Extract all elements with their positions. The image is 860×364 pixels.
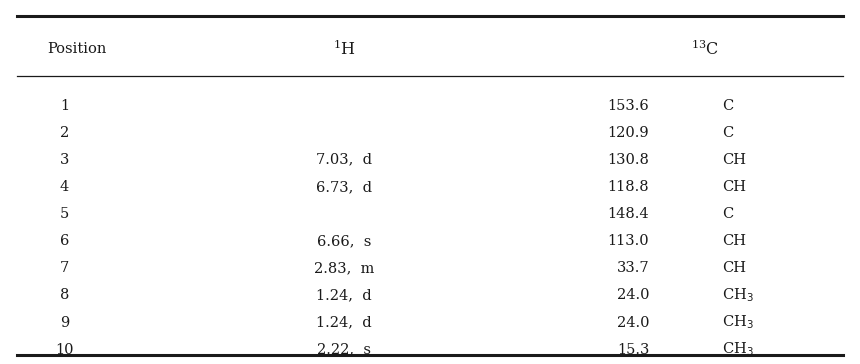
- Text: $\mathregular{^{13}}$C: $\mathregular{^{13}}$C: [691, 39, 719, 59]
- Text: CH$_3$: CH$_3$: [722, 341, 754, 359]
- Text: 15.3: 15.3: [617, 343, 649, 357]
- Text: CH: CH: [722, 261, 746, 275]
- Text: 130.8: 130.8: [607, 153, 649, 167]
- Text: CH$_3$: CH$_3$: [722, 286, 754, 304]
- Text: 24.0: 24.0: [617, 288, 649, 302]
- Text: 153.6: 153.6: [607, 99, 649, 112]
- Text: 5: 5: [60, 207, 69, 221]
- Text: 6: 6: [60, 234, 69, 248]
- Text: $\mathregular{^{1}}$H: $\mathregular{^{1}}$H: [333, 39, 355, 59]
- Text: 7: 7: [60, 261, 69, 275]
- Text: CH: CH: [722, 234, 746, 248]
- Text: 1: 1: [60, 99, 69, 112]
- Text: C: C: [722, 207, 734, 221]
- Text: C: C: [722, 126, 734, 140]
- Text: 120.9: 120.9: [608, 126, 649, 140]
- Text: 1.24,  d: 1.24, d: [316, 288, 372, 302]
- Text: 7.03,  d: 7.03, d: [316, 153, 372, 167]
- Text: 4: 4: [60, 180, 69, 194]
- Text: 9: 9: [60, 316, 69, 329]
- Text: 148.4: 148.4: [608, 207, 649, 221]
- Text: 3: 3: [60, 153, 69, 167]
- Text: 118.8: 118.8: [608, 180, 649, 194]
- Text: CH: CH: [722, 153, 746, 167]
- Text: 33.7: 33.7: [617, 261, 649, 275]
- Text: 1.24,  d: 1.24, d: [316, 316, 372, 329]
- Text: 6.66,  s: 6.66, s: [316, 234, 372, 248]
- Text: 10: 10: [55, 343, 74, 357]
- Text: CH$_3$: CH$_3$: [722, 314, 754, 331]
- Text: 113.0: 113.0: [608, 234, 649, 248]
- Text: CH: CH: [722, 180, 746, 194]
- Text: 2.83,  m: 2.83, m: [314, 261, 374, 275]
- Text: 6.73,  d: 6.73, d: [316, 180, 372, 194]
- Text: 2.22,  s: 2.22, s: [317, 343, 371, 357]
- Text: 24.0: 24.0: [617, 316, 649, 329]
- Text: 8: 8: [60, 288, 69, 302]
- Text: C: C: [722, 99, 734, 112]
- Text: 2: 2: [60, 126, 69, 140]
- Text: Position: Position: [47, 42, 107, 56]
